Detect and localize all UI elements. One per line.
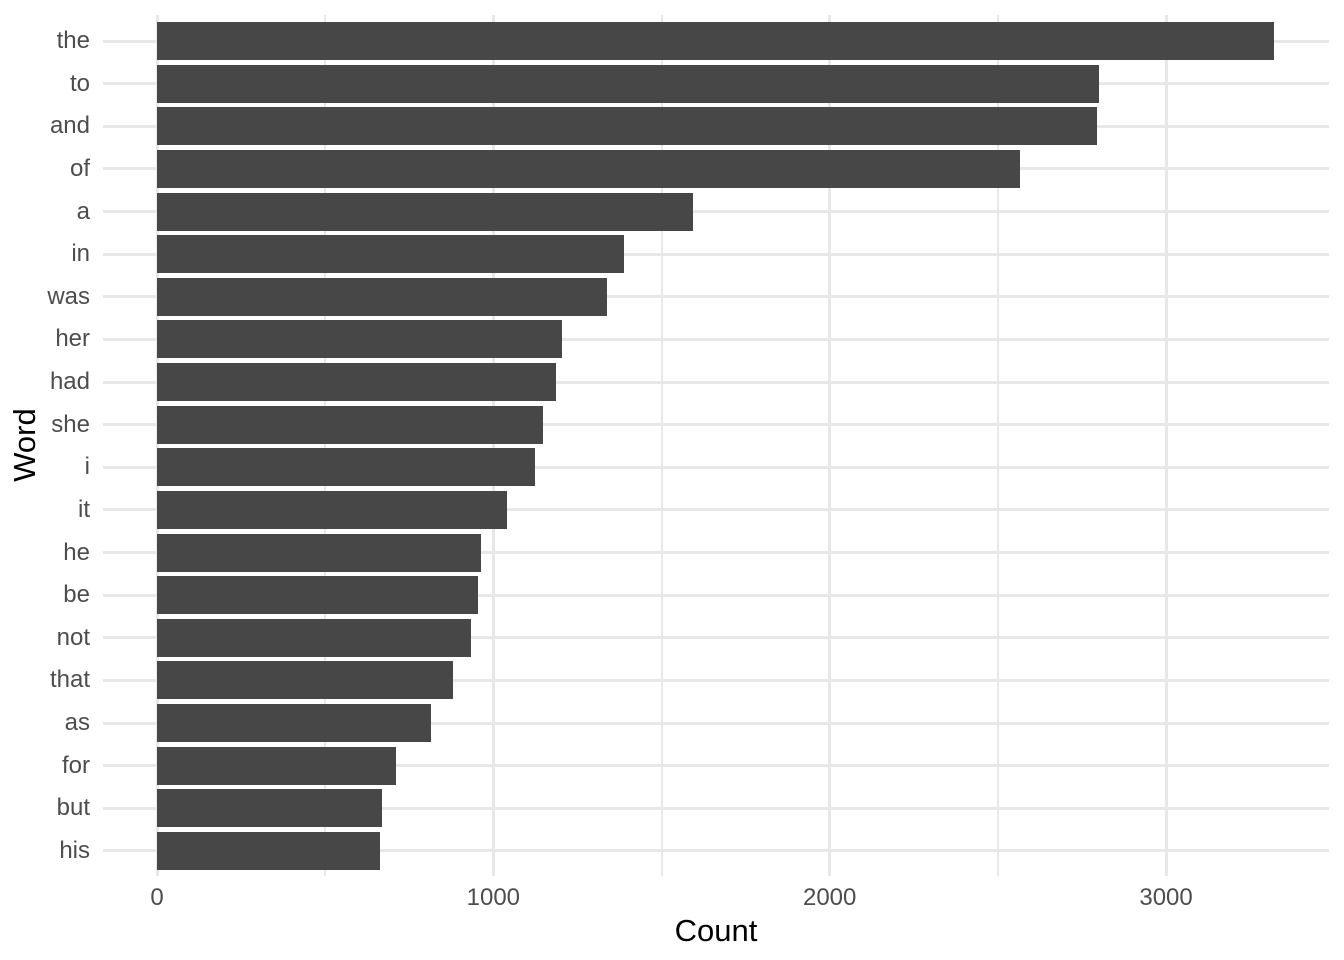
bar-as	[157, 704, 432, 743]
bar-i	[157, 448, 536, 487]
y-axis-label-she: she	[51, 410, 90, 438]
bar-he	[157, 533, 481, 572]
y-gridline-was	[103, 295, 1329, 299]
y-axis-label-had: had	[49, 368, 90, 396]
bar-of	[157, 149, 1021, 188]
y-gridline-her	[103, 337, 1329, 341]
y-gridline-as	[103, 721, 1329, 725]
y-gridline-but	[103, 806, 1329, 810]
y-axis-label-his: his	[59, 836, 90, 864]
y-gridline-a	[103, 210, 1329, 214]
y-axis-label-that: that	[49, 666, 90, 694]
y-gridline-be	[103, 593, 1329, 597]
bar-she	[157, 405, 543, 444]
y-gridline-i	[103, 465, 1329, 469]
bar-for	[157, 746, 396, 785]
bar-was	[157, 277, 607, 316]
y-axis-label-the: the	[56, 27, 90, 54]
x-axis-tick-label-2000: 2000	[802, 884, 857, 911]
bar-not	[157, 618, 472, 657]
bar-had	[157, 363, 556, 402]
x-minor-gridline-2500	[996, 15, 999, 876]
y-axis-label-of: of	[69, 154, 90, 182]
bar-and	[157, 107, 1098, 146]
x-axis-tick-label-0: 0	[150, 884, 164, 911]
y-gridline-not	[103, 636, 1329, 640]
y-axis-label-it: it	[78, 495, 90, 523]
bar-to	[157, 64, 1100, 103]
bar-in	[157, 235, 625, 274]
x-minor-gridline-1500	[660, 15, 663, 876]
x-minor-gridline-500	[324, 15, 327, 876]
y-gridline-she	[103, 423, 1329, 427]
y-axis-label-for: for	[61, 751, 90, 779]
bar-be	[157, 576, 479, 615]
y-axis-label-but: but	[56, 794, 90, 822]
bar-his	[157, 831, 380, 870]
y-axis-label-to: to	[69, 69, 90, 97]
x-major-gridline-0	[155, 15, 159, 876]
y-gridline-had	[103, 380, 1329, 384]
bar-her	[157, 320, 562, 359]
y-axis-label-be: be	[63, 581, 90, 609]
y-gridline-for	[103, 764, 1329, 768]
y-gridline-it	[103, 508, 1329, 512]
y-axis-label-as: as	[64, 709, 90, 737]
x-axis-tick-label-3000: 3000	[1139, 884, 1193, 911]
x-major-gridline-1000	[491, 15, 495, 876]
y-gridline-his	[103, 849, 1329, 853]
y-gridline-that	[103, 678, 1329, 682]
y-axis-label-i: i	[84, 453, 90, 481]
x-axis-tick-label-1000: 1000	[466, 884, 521, 911]
y-axis-label-he: he	[63, 538, 90, 566]
y-axis-label-was: was	[47, 282, 90, 310]
y-gridline-in	[103, 252, 1329, 256]
bar-a	[157, 192, 694, 231]
x-axis-title: Count	[674, 913, 758, 948]
y-axis-title: Word	[7, 408, 42, 482]
y-axis-label-her: her	[55, 325, 90, 353]
x-major-gridline-3000	[1164, 15, 1168, 876]
y-axis-label-in: in	[71, 240, 90, 268]
y-axis-label-a: a	[76, 197, 90, 225]
bar-it	[157, 490, 508, 529]
y-gridline-he	[103, 551, 1329, 555]
bar-but	[157, 789, 382, 828]
bar-that	[157, 661, 453, 700]
y-axis-label-and: and	[49, 112, 90, 140]
x-major-gridline-2000	[828, 15, 832, 876]
bar-the	[157, 22, 1275, 60]
y-axis-label-not: not	[56, 623, 90, 651]
